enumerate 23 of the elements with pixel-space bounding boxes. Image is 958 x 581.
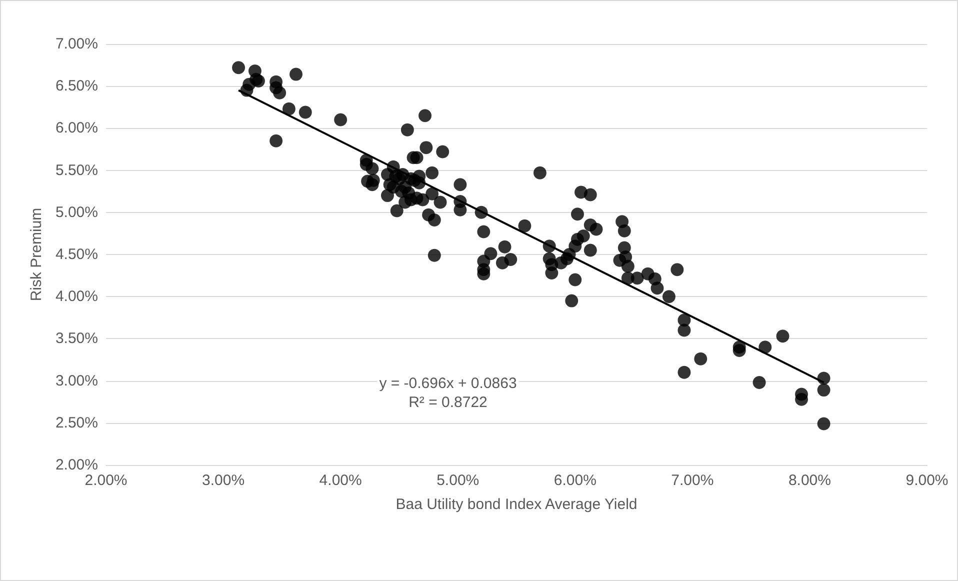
y-tick-label: 4.00% bbox=[55, 288, 98, 306]
y-tick-label: 3.00% bbox=[55, 372, 98, 390]
x-tick-label: 8.00% bbox=[788, 472, 831, 489]
x-tick-label: 3.00% bbox=[202, 472, 245, 489]
x-axis-title: Baa Utility bond Index Average Yield bbox=[396, 496, 638, 513]
y-tick-label: 5.00% bbox=[55, 204, 98, 221]
x-tick-label: 4.00% bbox=[319, 472, 362, 489]
y-tick-label: 5.50% bbox=[55, 162, 98, 179]
y-tick-label: 6.00% bbox=[55, 120, 98, 137]
x-tick-label: 5.00% bbox=[436, 472, 480, 489]
x-tick-label: 7.00% bbox=[671, 472, 714, 489]
x-tick-label: 6.00% bbox=[554, 472, 596, 489]
y-tick-label: 7.00% bbox=[55, 36, 98, 52]
y-tick-label: 2.00% bbox=[55, 456, 98, 474]
y-tick-label: 2.50% bbox=[55, 414, 98, 432]
y-tick-label: 3.50% bbox=[55, 330, 98, 348]
y-tick-label: 6.50% bbox=[55, 78, 98, 95]
x-tick-label: 9.00% bbox=[906, 472, 948, 489]
annotation: R² = 0.8722 bbox=[408, 394, 488, 411]
annotation: y = -0.696x + 0.0863 bbox=[379, 375, 517, 392]
x-tick-label: 2.00% bbox=[84, 472, 128, 489]
y-tick-label: 4.50% bbox=[55, 246, 98, 263]
y-axis-title: Risk Premium bbox=[28, 208, 45, 302]
